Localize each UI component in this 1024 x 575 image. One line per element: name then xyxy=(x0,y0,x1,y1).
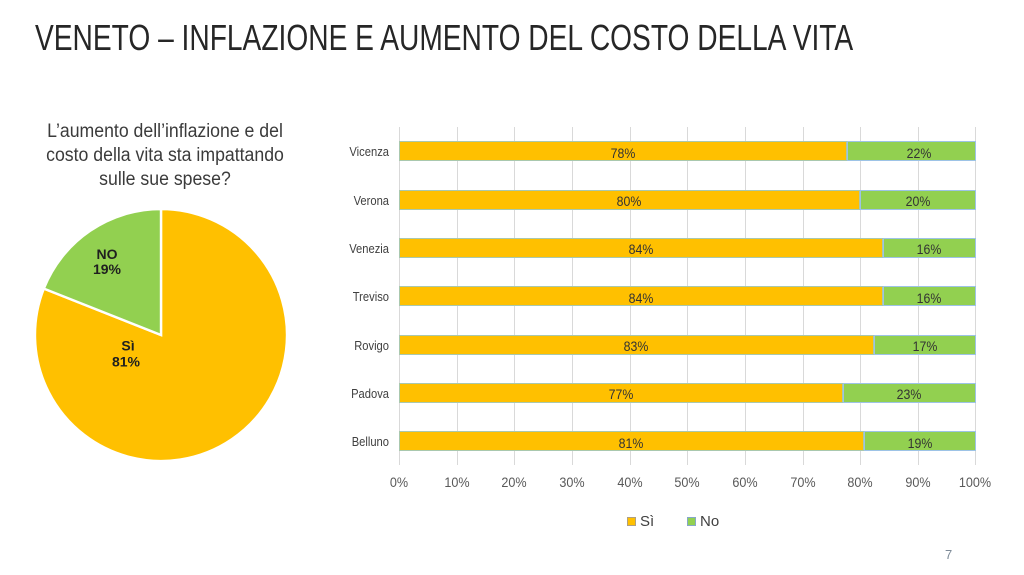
svg-text:81%: 81% xyxy=(112,354,141,370)
svg-text:Sì: Sì xyxy=(121,338,134,354)
svg-text:19%: 19% xyxy=(93,261,122,277)
svg-text:NO: NO xyxy=(97,246,118,262)
